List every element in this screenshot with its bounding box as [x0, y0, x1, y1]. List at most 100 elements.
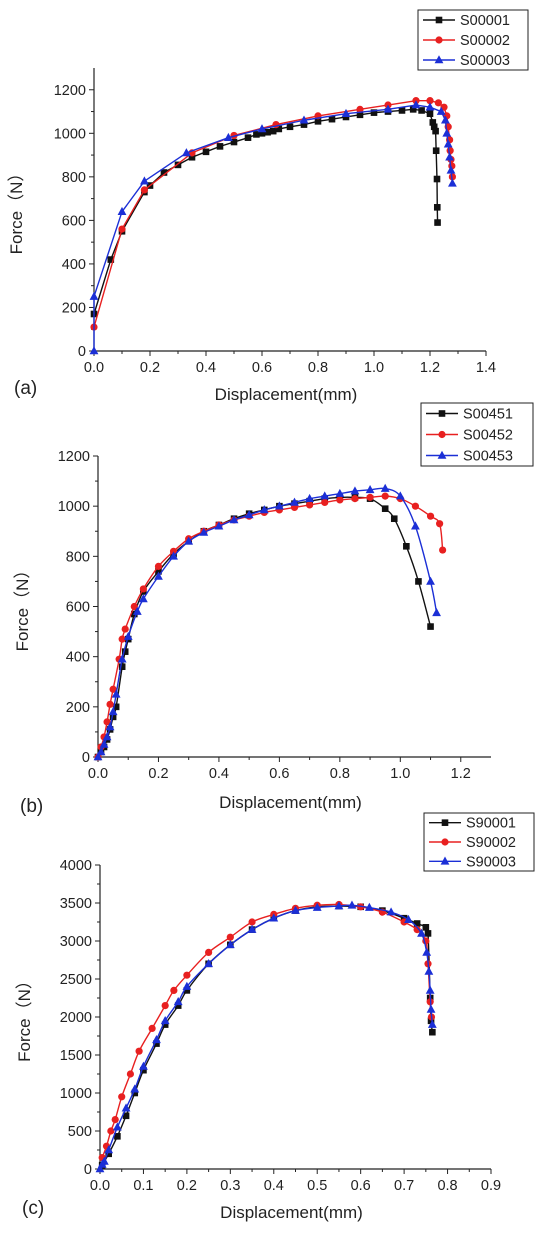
data-point [300, 121, 308, 128]
data-point [426, 110, 434, 118]
series-S90002 [98, 900, 436, 1162]
y-axis-title: Force（N） [13, 562, 32, 652]
data-point [443, 139, 453, 148]
data-point [380, 483, 390, 492]
data-point [118, 225, 126, 233]
data-point [425, 102, 435, 111]
data-point [230, 138, 238, 146]
data-point [225, 940, 235, 949]
data-point [131, 1089, 139, 1097]
y-axis-title: Force（N） [7, 165, 26, 255]
series-line [101, 905, 434, 1166]
x-tick-label: 0.2 [148, 766, 168, 782]
legend-label: S00001 [460, 13, 510, 29]
x-tick-label: 0.7 [394, 1178, 414, 1194]
y-tick-label: 200 [62, 300, 86, 316]
data-point [269, 913, 279, 922]
data-point [434, 219, 441, 226]
data-point [154, 571, 163, 580]
data-point [205, 948, 213, 957]
y-tick-label: 800 [62, 170, 86, 186]
data-point [426, 512, 435, 520]
x-tick-label: 0.0 [88, 766, 108, 782]
legend-marker [437, 450, 447, 459]
y-tick-label: 1000 [58, 499, 90, 515]
data-point [350, 486, 360, 495]
data-point [433, 175, 441, 183]
y-tick-label: 3000 [60, 934, 92, 950]
series-S00003 [89, 100, 457, 355]
series-line [93, 104, 454, 351]
data-point [365, 485, 375, 494]
data-point [199, 527, 209, 536]
data-point [257, 124, 267, 133]
x-tick-label: 0.6 [252, 360, 272, 376]
data-point [140, 176, 149, 185]
x-tick-label: 0.4 [196, 360, 216, 376]
y-tick-label: 4000 [60, 858, 92, 874]
data-point [188, 153, 196, 161]
data-point [426, 97, 434, 105]
data-point [366, 493, 374, 501]
data-point [161, 1021, 169, 1028]
data-point [356, 111, 364, 119]
data-point [160, 169, 168, 176]
data-point [426, 1004, 436, 1013]
data-point [448, 178, 457, 187]
data-point [216, 143, 224, 150]
data-point [122, 1112, 130, 1120]
data-point [413, 926, 421, 934]
series-S90003 [95, 900, 437, 1173]
legend-label: S90001 [466, 816, 516, 832]
panel-label: (b) [20, 796, 43, 817]
data-point [117, 206, 127, 215]
y-tick-label: 800 [66, 549, 90, 565]
data-point [103, 718, 111, 726]
data-point [424, 966, 434, 975]
data-point [160, 1016, 170, 1025]
data-point [413, 920, 421, 927]
data-point [275, 125, 283, 133]
data-point [306, 501, 314, 509]
data-point [269, 127, 277, 135]
y-tick-label: 400 [66, 650, 90, 666]
x-tick-label: 0.8 [330, 766, 350, 782]
series-line [93, 108, 439, 315]
data-point [364, 902, 374, 911]
x-tick-label: 1.4 [476, 360, 496, 376]
series-line [97, 487, 438, 758]
data-point [441, 115, 450, 124]
data-point [123, 631, 133, 640]
y-tick-label: 0 [78, 344, 86, 360]
legend-label: S00003 [460, 53, 510, 69]
data-point [381, 505, 389, 512]
data-point [321, 498, 329, 506]
x-tick-label: 0.8 [437, 1178, 457, 1194]
data-point [93, 752, 103, 761]
data-point [105, 1150, 112, 1158]
data-point [117, 654, 127, 663]
data-point [139, 585, 147, 593]
data-point [118, 663, 126, 670]
data-point [446, 147, 454, 155]
data-point [334, 901, 344, 910]
data-point [395, 491, 405, 500]
data-point [89, 291, 99, 300]
data-point [95, 1164, 105, 1173]
data-point [99, 739, 109, 748]
data-point [422, 924, 430, 931]
legend-marker [441, 819, 449, 826]
data-point [132, 606, 142, 615]
data-point [109, 713, 117, 721]
x-axis-title: Displacement(mm) [215, 385, 358, 404]
legend-marker [438, 410, 446, 417]
data-point [96, 747, 106, 756]
data-point [202, 148, 210, 156]
data-point [341, 108, 351, 118]
series-S90001 [98, 902, 436, 1169]
data-point [427, 1019, 437, 1028]
data-point [426, 576, 435, 585]
x-tick-label: 0.5 [307, 1178, 327, 1194]
data-point [153, 1040, 160, 1047]
data-point [106, 700, 114, 708]
